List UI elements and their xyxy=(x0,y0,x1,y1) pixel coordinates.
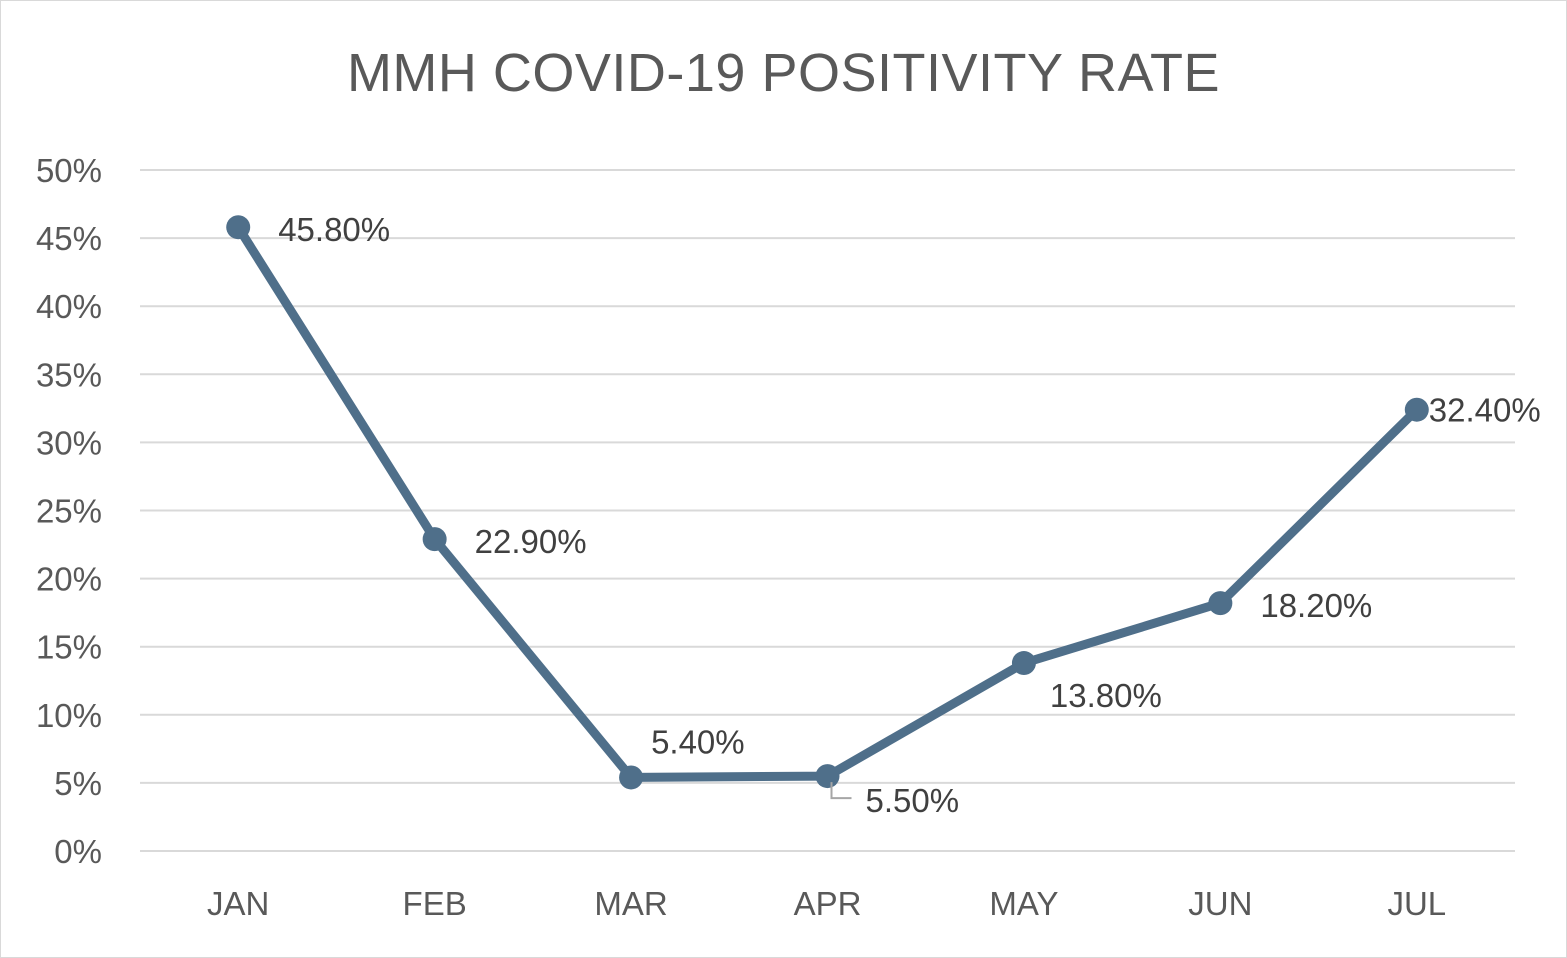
y-tick-label: 20% xyxy=(36,561,102,598)
x-tick-label: FEB xyxy=(403,885,467,922)
data-point xyxy=(422,527,447,552)
y-tick-label: 50% xyxy=(36,152,102,189)
x-tick-label: MAR xyxy=(594,885,667,922)
series-line xyxy=(233,222,1422,782)
y-tick-label: 30% xyxy=(36,424,102,461)
y-tick-label: 35% xyxy=(36,356,102,393)
y-tick-label: 45% xyxy=(36,220,102,257)
y-tick-label: 15% xyxy=(36,629,102,666)
data-labels: 45.80% 22.90% 5.40% 5.50% 13.80% 18.20% 32.40% xyxy=(278,211,1541,819)
y-tick-label: 25% xyxy=(36,493,102,530)
data-label: 22.90% xyxy=(475,523,587,560)
chart-title: MMH COVID-19 POSITIVITY RATE xyxy=(346,43,1221,103)
y-tick-label: 10% xyxy=(36,697,102,734)
series-line-layer xyxy=(233,222,1422,782)
x-tick-label: APR xyxy=(794,885,862,922)
data-label: 45.80% xyxy=(278,211,390,248)
x-tick-label: JUL xyxy=(1387,885,1446,922)
data-point xyxy=(1208,591,1233,616)
data-label: 5.50% xyxy=(866,782,960,819)
y-axis-tick-labels: 0% 5% 10% 15% 20% 25% 30% 35% 40% 45% 50% xyxy=(36,152,102,870)
data-label: 32.40% xyxy=(1429,392,1541,429)
data-point xyxy=(226,215,251,240)
x-tick-label: MAY xyxy=(989,885,1058,922)
data-points xyxy=(226,215,1429,790)
data-point xyxy=(1011,651,1036,676)
y-tick-label: 40% xyxy=(36,288,102,325)
data-point xyxy=(619,765,644,790)
data-point xyxy=(1404,397,1429,422)
data-label-leader-line xyxy=(830,782,852,800)
data-label: 5.40% xyxy=(651,723,745,760)
x-tick-label: JAN xyxy=(207,885,269,922)
data-label: 18.20% xyxy=(1260,587,1372,624)
y-tick-label: 5% xyxy=(54,765,102,802)
x-tick-label: JUN xyxy=(1188,885,1252,922)
data-label: 13.80% xyxy=(1050,677,1162,714)
data-point xyxy=(815,764,840,789)
y-tick-label: 0% xyxy=(54,833,102,870)
x-axis-tick-labels: JAN FEB MAR APR MAY JUN JUL xyxy=(207,885,1446,922)
